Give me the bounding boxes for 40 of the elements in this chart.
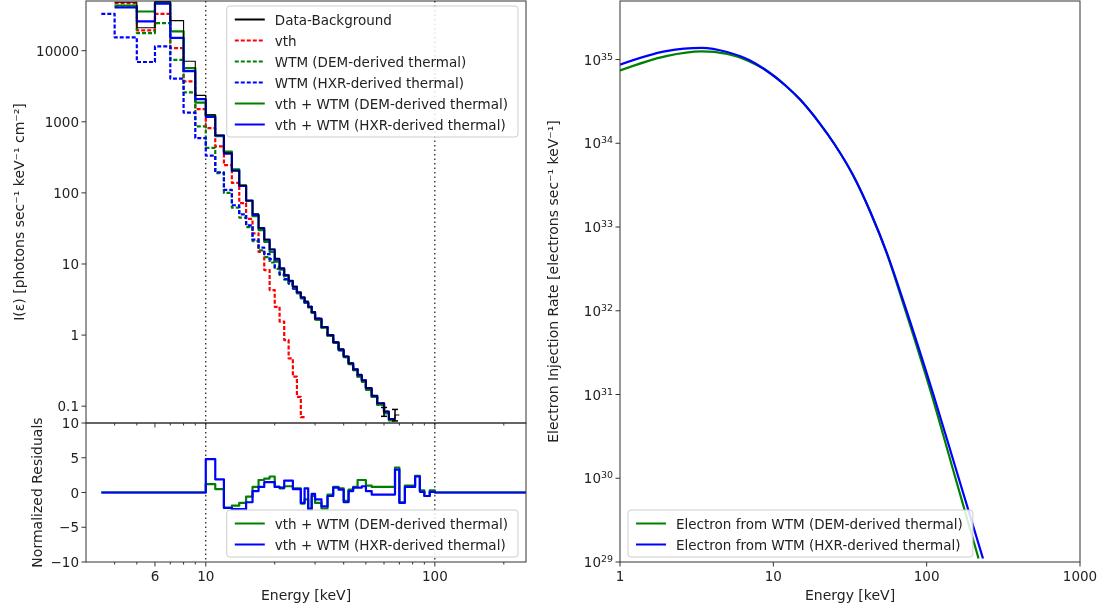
y-tick-label: 10 <box>61 255 79 272</box>
y-axis-title: Normalized Residuals <box>29 417 45 568</box>
legend-label: vth + WTM (DEM-derived thermal) <box>274 95 508 112</box>
x-tick-label: 100 <box>913 568 940 584</box>
legend-label: Data-Background <box>274 11 392 28</box>
y-tick-label: 1 <box>70 327 79 344</box>
y-tick-label: 1000 <box>44 113 79 130</box>
y-axis-title: Electron Injection Rate [electrons sec⁻¹ keV⁻¹] <box>545 120 561 443</box>
y-tick-label: 10$^{31}$ <box>583 385 613 403</box>
y-tick-label: 100 <box>53 184 79 201</box>
y-tick-label: 10000 <box>36 42 79 59</box>
y-tick-label: 10$^{33}$ <box>583 217 613 236</box>
y-tick-label: 10$^{30}$ <box>583 468 613 487</box>
x-tick-label: 6 <box>150 568 160 584</box>
x-axis-title: Energy [keV] <box>804 587 896 603</box>
y-tick-label: 10$^{35}$ <box>583 50 613 68</box>
legend-label: Electron from WTM (HXR-derived thermal) <box>676 536 961 553</box>
x-tick-label: 1 <box>615 568 625 584</box>
y-tick-label: −10 <box>50 554 79 570</box>
y-tick-label: 10$^{32}$ <box>583 301 613 319</box>
legend-label: WTM (DEM-derived thermal) <box>274 53 467 70</box>
y-tick-label: 0.1 <box>57 398 79 415</box>
y-tick-label: 5 <box>70 449 79 466</box>
x-tick-label: 10 <box>764 568 782 584</box>
legend-label: vth + WTM (DEM-derived thermal) <box>274 515 508 532</box>
x-tick-label: 10 <box>197 568 215 584</box>
y-tick-label: 0 <box>70 484 79 501</box>
x-axis-title: Energy [keV] <box>260 587 352 603</box>
y-tick-label: 10 <box>61 415 79 431</box>
legend-label: vth <box>274 32 297 49</box>
x-tick-label: 1000 <box>1062 568 1098 584</box>
legend-label: Electron from WTM (DEM-derived thermal) <box>676 515 963 532</box>
x-tick-label: 100 <box>421 568 448 584</box>
y-tick-label: 10$^{29}$ <box>583 552 613 570</box>
legend-label: WTM (HXR-derived thermal) <box>274 74 464 91</box>
y-axis-title: I(ε) [photons sec⁻¹ keV⁻¹ cm⁻²] <box>11 103 27 321</box>
y-tick-label: −5 <box>59 519 79 536</box>
legend-label: vth + WTM (HXR-derived thermal) <box>274 536 506 553</box>
y-tick-label: 10$^{34}$ <box>583 133 613 152</box>
legend-label: vth + WTM (HXR-derived thermal) <box>274 116 506 133</box>
